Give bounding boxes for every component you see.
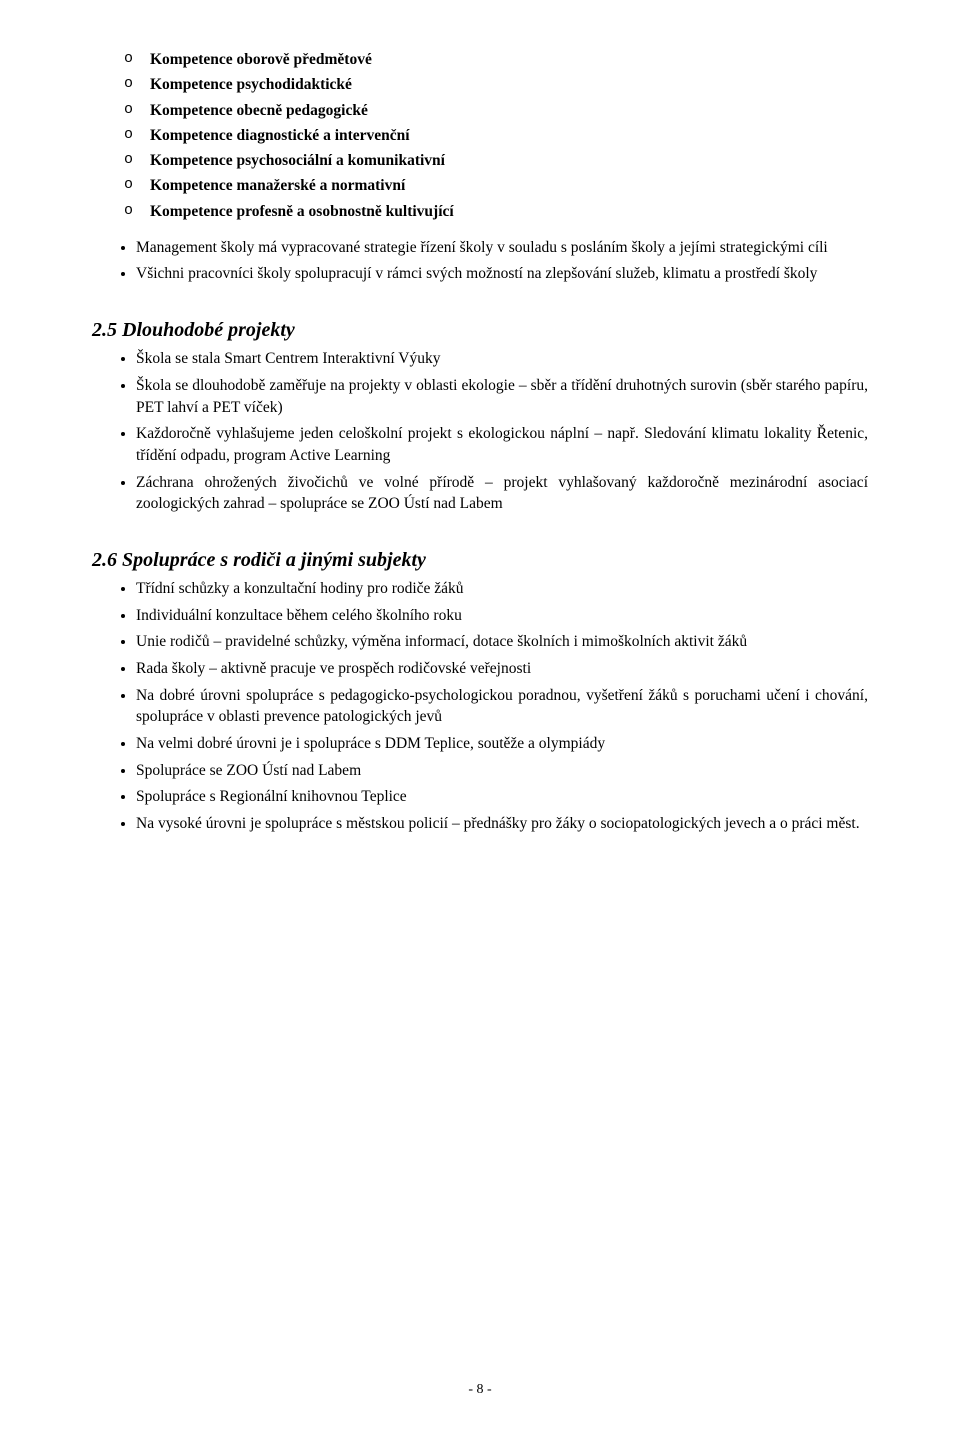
list-item: Škola se stala Smart Centrem Interaktivn… xyxy=(136,348,868,370)
list-item: Unie rodičů – pravidelné schůzky, výměna… xyxy=(136,631,868,653)
list-item: Kompetence obecně pedagogické xyxy=(150,99,868,122)
list-item: Individuální konzultace během celého ško… xyxy=(136,605,868,627)
list-item: Kompetence manažerské a normativní xyxy=(150,174,868,197)
list-item: Kompetence profesně a osobnostně kultivu… xyxy=(150,200,868,223)
list-item: Spolupráce s Regionální knihovnou Teplic… xyxy=(136,786,868,808)
list-item: Kompetence oborově předmětové xyxy=(150,48,868,71)
list-item: Třídní schůzky a konzultační hodiny pro … xyxy=(136,578,868,600)
list-item: Všichni pracovníci školy spolupracují v … xyxy=(136,263,868,285)
list-item: Kompetence diagnostické a intervenční xyxy=(150,124,868,147)
list-item: Záchrana ohrožených živočichů ve volné p… xyxy=(136,472,868,515)
list-item: Na dobré úrovni spolupráce s pedagogicko… xyxy=(136,685,868,728)
list-item: Rada školy – aktivně pracuje ve prospěch… xyxy=(136,658,868,680)
list-item: Škola se dlouhodobě zaměřuje na projekty… xyxy=(136,375,868,418)
section-2-6-heading: 2.6 Spolupráce s rodiči a jinými subjekt… xyxy=(92,549,868,572)
list-item: Management školy má vypracované strategi… xyxy=(136,237,868,259)
section-2-6-list: Třídní schůzky a konzultační hodiny pro … xyxy=(92,578,868,835)
list-item: Na vysoké úrovni je spolupráce s městsko… xyxy=(136,813,868,835)
list-item: Kompetence psychodidaktické xyxy=(150,73,868,96)
list-item: Kompetence psychosociální a komunikativn… xyxy=(150,149,868,172)
section-2-5-list: Škola se stala Smart Centrem Interaktivn… xyxy=(92,348,868,515)
intro-bullets: Management školy má vypracované strategi… xyxy=(92,237,868,285)
page-number: - 8 - xyxy=(0,1382,960,1398)
competence-list: Kompetence oborově předmětové Kompetence… xyxy=(92,48,868,223)
section-2-5-heading: 2.5 Dlouhodobé projekty xyxy=(92,319,868,342)
list-item: Na velmi dobré úrovni je i spolupráce s … xyxy=(136,733,868,755)
list-item: Každoročně vyhlašujeme jeden celoškolní … xyxy=(136,423,868,466)
list-item: Spolupráce se ZOO Ústí nad Labem xyxy=(136,760,868,782)
